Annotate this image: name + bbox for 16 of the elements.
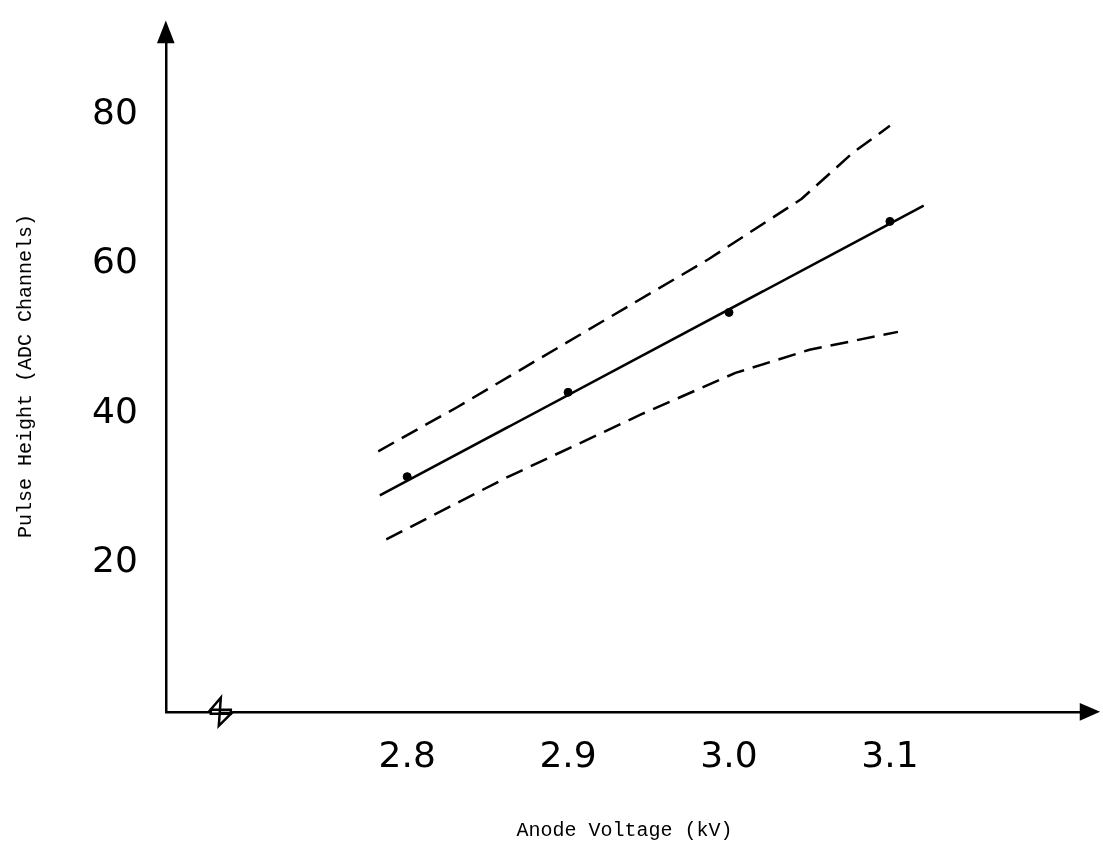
y-tick-label: 40: [92, 389, 138, 431]
y-axis-title: Pulse Height (ADC Channels): [14, 213, 38, 538]
x-tick-label: 3.1: [861, 733, 919, 775]
y-tick-label: 80: [92, 91, 138, 132]
x-tick-label: 2.8: [378, 733, 436, 775]
x-tick-label: 3.0: [700, 733, 758, 775]
y-tick-label: 20: [92, 538, 138, 580]
point: [885, 216, 895, 226]
line-series: [376, 124, 892, 453]
point: [563, 387, 573, 397]
x-axis-title: Anode Voltage (kV): [516, 819, 733, 843]
y-tick-label: 60: [92, 240, 138, 282]
line-series: [385, 330, 900, 541]
point: [724, 307, 734, 317]
x-tick-label: 2.9: [539, 733, 597, 775]
point: [402, 472, 412, 482]
